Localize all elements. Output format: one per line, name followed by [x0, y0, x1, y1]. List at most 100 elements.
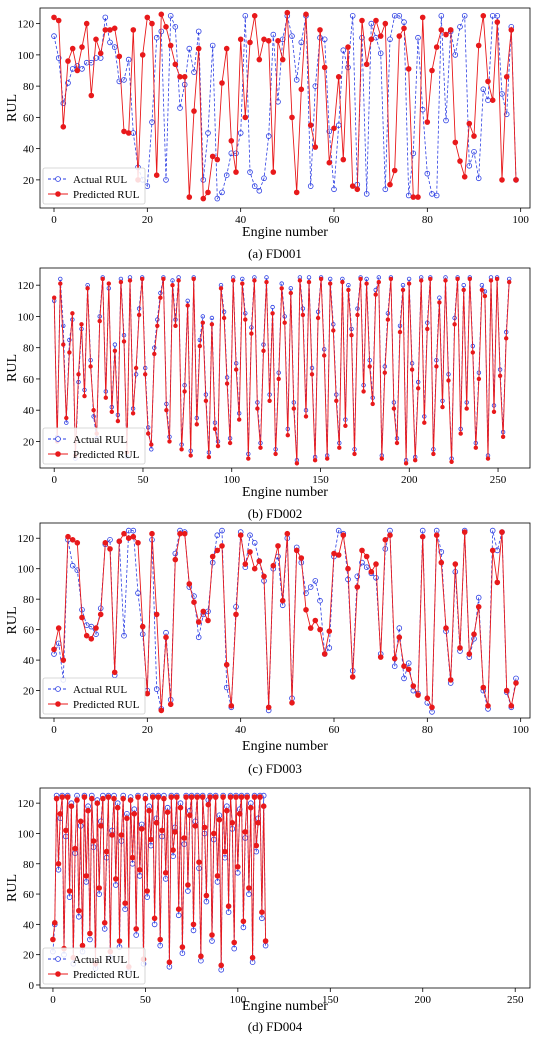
predicted-rul-point: [233, 169, 239, 175]
predicted-rul-point: [246, 885, 252, 891]
predicted-rul-point: [500, 434, 506, 439]
predicted-rul-point: [363, 61, 370, 68]
predicted-rul-point: [297, 278, 303, 283]
actual-rul-point: [240, 276, 245, 282]
y-tick-label: 80: [23, 81, 35, 93]
legend-swatch-marker: [55, 956, 61, 962]
panel-fd001: 0 20 40 60 80 100 20 40 60 80 100 120 Engine number R…: [5, 7, 531, 261]
actual-rul-point: [64, 420, 69, 425]
actual-rul-point: [461, 283, 466, 288]
predicted-rul-point: [212, 794, 219, 800]
predicted-rul-point: [249, 954, 256, 961]
panel-caption: (a) FD001: [248, 246, 302, 261]
x-tick-label: 80: [422, 724, 434, 736]
x-tick-label: 40: [235, 724, 247, 736]
predicted-rul-point: [224, 807, 230, 814]
plot-frame: [39, 522, 531, 719]
actual-rul-point: [494, 12, 501, 19]
predicted-rul-point: [466, 651, 473, 657]
y-tick-label: 60: [23, 374, 35, 386]
x-tick-label: 100: [223, 474, 240, 486]
predicted-rul-point: [102, 539, 109, 546]
predicted-rul-point: [130, 533, 137, 540]
actual-rul-point: [66, 894, 73, 900]
predicted-rul-point: [149, 20, 155, 27]
predicted-rul-point: [107, 546, 113, 552]
predicted-rul-point: [124, 815, 130, 822]
predicted-rul-point: [219, 543, 225, 549]
predicted-rul-point: [237, 36, 244, 43]
predicted-rul-point: [90, 838, 97, 844]
plot-frame: [39, 787, 531, 989]
actual-rul-point: [170, 278, 175, 283]
predicted-rul-point: [159, 827, 165, 834]
y-axis-label: RUL: [5, 94, 20, 122]
predicted-rul-point: [257, 794, 263, 800]
predicted-rul-point: [88, 92, 95, 99]
predicted-rul-point: [225, 903, 232, 909]
predicted-rul-point: [196, 859, 202, 865]
predicted-rul-point: [219, 80, 225, 86]
predicted-rul-point: [471, 133, 477, 139]
actual-rul-point: [480, 86, 487, 93]
predicted-rul-point: [377, 654, 384, 660]
predicted-rul-point: [187, 812, 193, 819]
actual-rul-point: [410, 150, 417, 157]
predicted-rul-point: [118, 279, 124, 285]
actual-rul-point: [377, 50, 384, 57]
predicted-rul-point: [270, 169, 277, 175]
predicted-rul-point: [485, 456, 491, 461]
predicted-rul-point: [82, 393, 87, 399]
predicted-rul-point: [256, 56, 263, 63]
y-axis-label: RUL: [5, 354, 20, 382]
predicted-rul-point: [261, 36, 267, 43]
predicted-rul-point: [136, 312, 142, 318]
x-tick-label: 100: [512, 724, 529, 736]
actual-rul-point: [55, 55, 62, 61]
predicted-rul-point: [120, 795, 126, 802]
predicted-rul-point: [142, 795, 149, 802]
predicted-rul-point: [508, 27, 515, 33]
predicted-rul-point: [359, 17, 365, 24]
predicted-rul-point: [317, 27, 323, 33]
predicted-rul-point: [111, 795, 117, 802]
predicted-rul-point: [183, 794, 189, 800]
actual-rul-point: [197, 337, 202, 343]
predicted-rul-point: [306, 279, 312, 285]
predicted-rul-point: [401, 25, 407, 32]
actual-rul-point: [293, 77, 300, 83]
actual-rul-point: [149, 447, 154, 452]
actual-rul-point: [396, 12, 403, 19]
predicted-rul-point: [251, 565, 258, 572]
predicted-rul-point: [240, 918, 247, 925]
predicted-rul-point: [391, 406, 397, 411]
predicted-rul-point: [176, 278, 181, 283]
predicted-rul-point: [387, 181, 393, 188]
predicted-rul-point: [255, 406, 260, 411]
predicted-rul-point: [473, 445, 478, 450]
predicted-rul-point: [479, 287, 485, 293]
y-tick-label: 80: [23, 594, 35, 606]
predicted-rul-point: [218, 286, 224, 291]
predicted-rul-point: [491, 409, 497, 414]
actual-rul-point: [429, 191, 435, 197]
legend-label-actual: Actual RUL: [73, 434, 127, 446]
predicted-rul-point: [475, 42, 482, 49]
actual-rul-point: [61, 323, 66, 328]
predicted-rul-point: [195, 45, 202, 52]
actual-rul-point: [158, 290, 163, 296]
y-tick-label: 100: [18, 50, 35, 62]
predicted-rul-point: [152, 351, 157, 357]
predicted-rul-point: [188, 453, 193, 458]
actual-rul-point: [443, 117, 449, 124]
predicted-rul-point: [349, 333, 354, 338]
actual-rul-point: [437, 295, 442, 300]
legend-swatch-marker: [55, 191, 61, 197]
y-tick-label: 120: [18, 533, 35, 545]
predicted-rul-point: [220, 794, 226, 800]
actual-rul-point: [111, 44, 118, 50]
actual-rul-point: [256, 188, 263, 194]
predicted-rul-point: [447, 27, 454, 33]
predicted-rul-point: [209, 553, 216, 560]
